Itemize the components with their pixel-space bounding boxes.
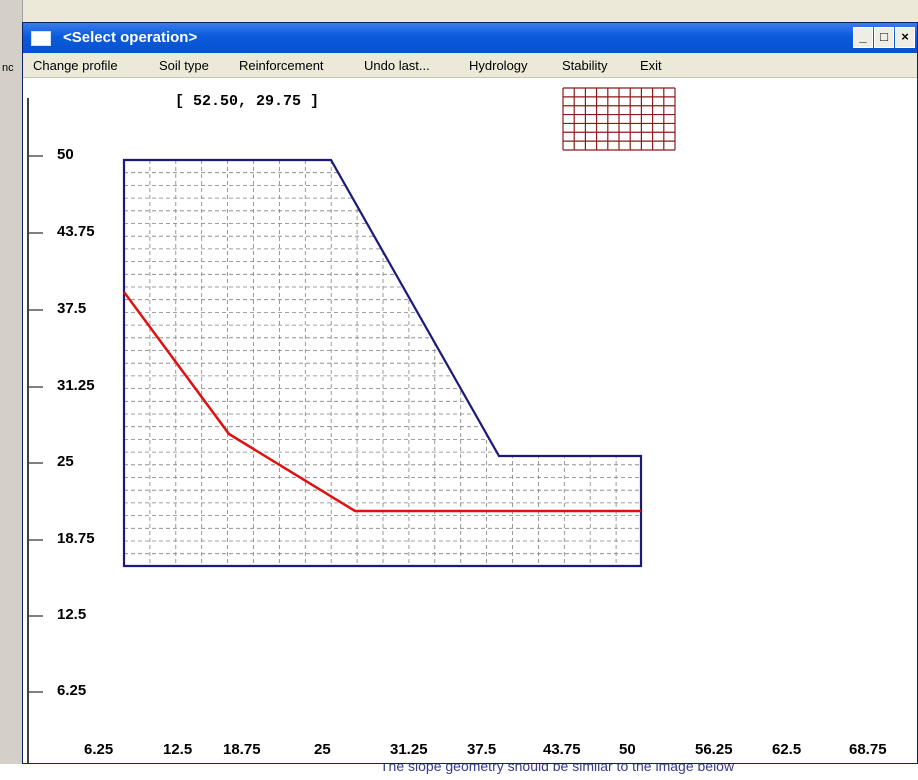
x-tick-label: 62.5 <box>772 741 801 758</box>
window-title: <Select operation> <box>63 29 198 46</box>
y-tick-label: 18.75 <box>57 530 95 547</box>
background-app-strip <box>0 0 23 780</box>
failure-surface-line[interactable] <box>122 291 641 513</box>
y-tick-label: 50 <box>57 146 74 163</box>
y-tick-label: 31.25 <box>57 377 95 394</box>
soil-mesh-grid <box>124 160 641 566</box>
background-app-footer: The slope geometry should be similar to … <box>0 764 918 780</box>
x-tick-label: 37.5 <box>467 741 496 758</box>
y-tick-label: 25 <box>57 453 74 470</box>
x-tick-label: 50 <box>619 741 636 758</box>
x-tick-label: 18.75 <box>223 741 261 758</box>
y-tick-label: 12.5 <box>57 606 86 623</box>
slope-profile-outline[interactable] <box>122 158 643 568</box>
menu-undo-last[interactable]: Undo last... <box>364 58 430 73</box>
maximize-button[interactable]: □ <box>874 27 894 48</box>
window-icon <box>31 31 51 46</box>
menu-soil-type[interactable]: Soil type <box>159 58 209 73</box>
x-tick-label: 31.25 <box>390 741 428 758</box>
menu-change-profile[interactable]: Change profile <box>33 58 118 73</box>
minimize-icon: _ <box>859 29 867 44</box>
y-tick-label: 6.25 <box>57 682 86 699</box>
y-tick-label: 43.75 <box>57 223 95 240</box>
y-axis-ticks <box>29 155 43 693</box>
slope-canvas[interactable]: 50 43.75 37.5 31.25 25 18.75 12.5 6.25 6… <box>23 78 917 763</box>
y-tick-label: 37.5 <box>57 300 86 317</box>
slope-drawing-area[interactable]: 50 43.75 37.5 31.25 25 18.75 12.5 6.25 6… <box>23 78 917 763</box>
menu-bar: Change profile Soil type Reinforcement U… <box>23 53 917 78</box>
menu-reinforcement[interactable]: Reinforcement <box>239 58 324 73</box>
background-footer-text: The slope geometry should be similar to … <box>380 764 735 774</box>
menu-stability[interactable]: Stability <box>562 58 608 73</box>
minimize-button[interactable]: _ <box>853 27 873 48</box>
close-icon: × <box>901 29 909 44</box>
select-operation-window: <Select operation> _ □ × Change profile … <box>22 22 918 764</box>
x-tick-label: 68.75 <box>849 741 887 758</box>
reinforcement-grid-icon[interactable] <box>562 87 676 151</box>
menu-hydrology[interactable]: Hydrology <box>469 58 528 73</box>
x-tick-label: 25 <box>314 741 331 758</box>
x-tick-label: 12.5 <box>163 741 192 758</box>
title-bar[interactable]: <Select operation> _ □ × <box>23 23 917 53</box>
close-button[interactable]: × <box>895 27 915 48</box>
background-app-text: nc <box>2 62 14 74</box>
x-tick-label: 56.25 <box>695 741 733 758</box>
x-tick-label: 6.25 <box>84 741 113 758</box>
menu-exit[interactable]: Exit <box>640 58 662 73</box>
maximize-icon: □ <box>880 29 888 44</box>
cursor-coordinate-readout: [ 52.50, 29.75 ] <box>175 93 319 110</box>
x-tick-label: 43.75 <box>543 741 581 758</box>
